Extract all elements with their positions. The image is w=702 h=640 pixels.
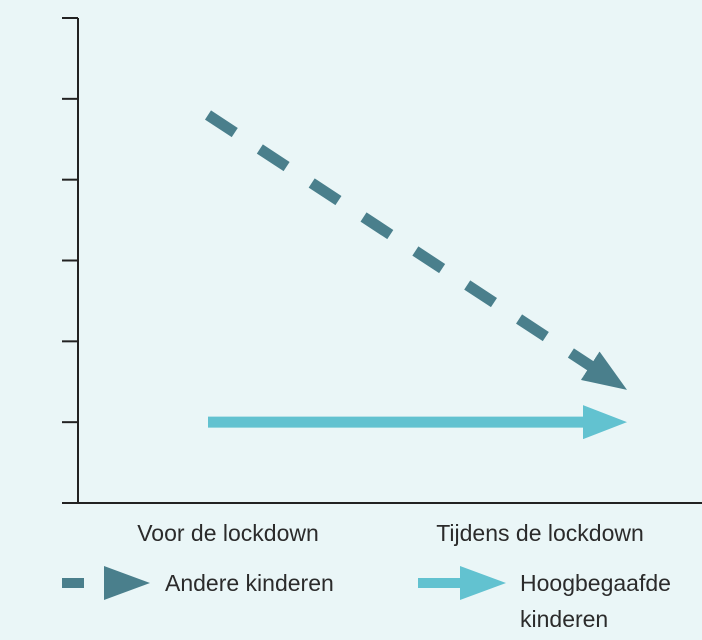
x-tick-label: Tijdens de lockdown [436,520,644,546]
arrow-tip [580,351,627,390]
x-tick-label: Voor de lockdown [137,520,319,546]
legend-label: Andere kinderen [165,570,334,596]
series-line [204,110,597,373]
legend-label: Hoogbegaafde kinderen [520,570,671,632]
legend-swatch [104,566,150,600]
legend-swatch [460,566,506,600]
